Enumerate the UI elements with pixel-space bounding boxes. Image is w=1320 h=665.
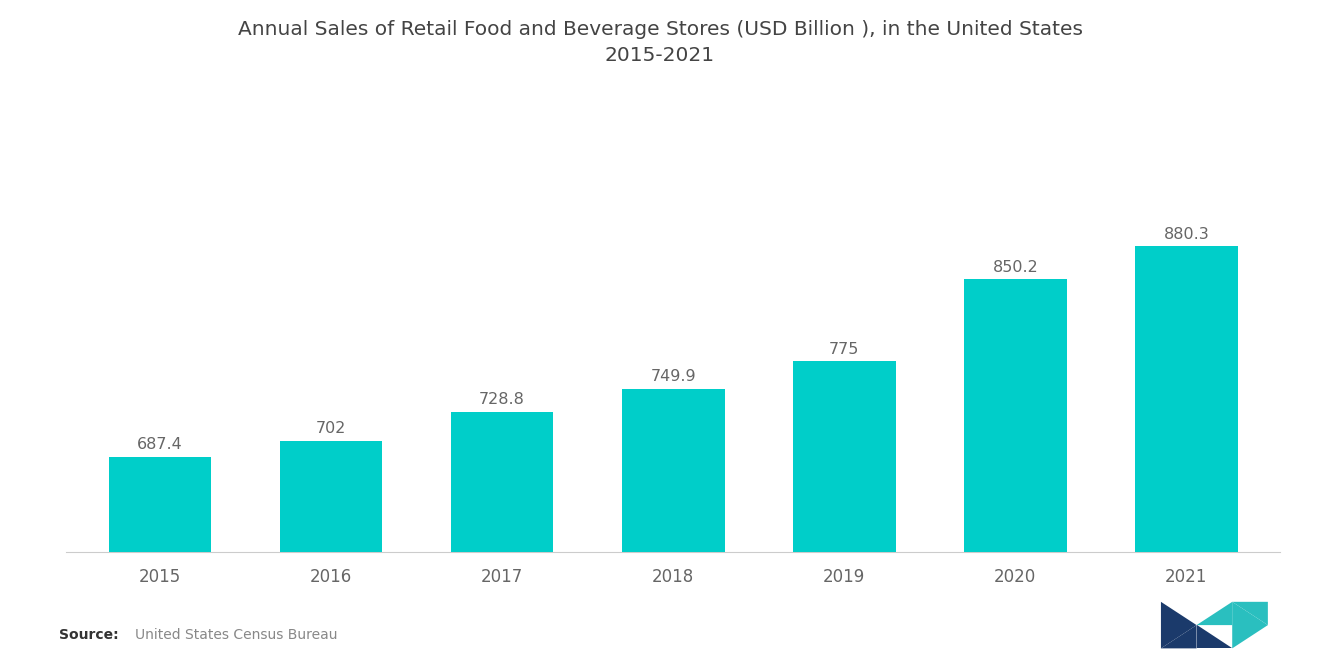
Bar [1135, 247, 1238, 552]
Polygon shape [1162, 625, 1196, 648]
Text: 728.8: 728.8 [479, 392, 525, 407]
Text: Source:: Source: [59, 628, 119, 642]
Text: 880.3: 880.3 [1163, 227, 1209, 242]
Polygon shape [1233, 602, 1267, 648]
Bar [964, 279, 1067, 552]
Polygon shape [1233, 602, 1267, 625]
Bar [451, 412, 553, 552]
Bar [622, 388, 725, 552]
Text: 687.4: 687.4 [137, 438, 183, 452]
Bar [793, 361, 895, 552]
Polygon shape [1196, 625, 1233, 648]
Text: United States Census Bureau: United States Census Bureau [135, 628, 337, 642]
Bar [108, 457, 211, 552]
Polygon shape [1196, 602, 1233, 625]
Text: 850.2: 850.2 [993, 260, 1038, 275]
Text: 775: 775 [829, 342, 859, 357]
Bar [280, 441, 383, 552]
Polygon shape [1162, 602, 1196, 648]
Text: Annual Sales of Retail Food and Beverage Stores (USD Billion ), in the United St: Annual Sales of Retail Food and Beverage… [238, 20, 1082, 65]
Text: 749.9: 749.9 [651, 369, 696, 384]
Text: 702: 702 [315, 422, 346, 436]
